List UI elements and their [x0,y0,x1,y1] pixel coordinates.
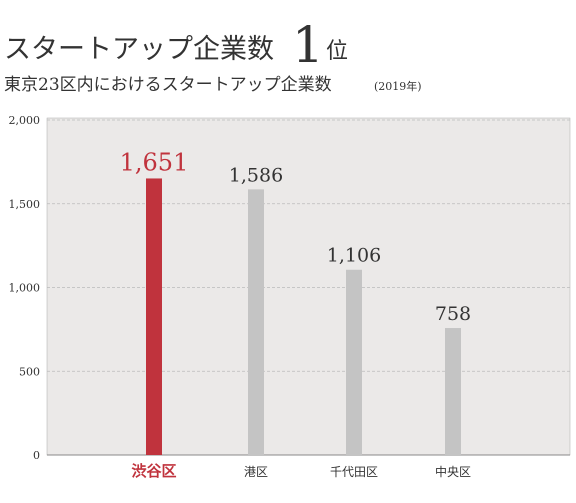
bar [248,189,264,455]
subtitle: 東京23区内におけるスタートアップ企業数 [4,75,332,95]
plot-area [46,117,571,456]
x-tick-label: 中央区 [435,464,471,479]
bar [346,269,362,455]
y-tick-label: 1,500 [9,198,41,211]
x-tick-label: 渋谷区 [131,462,176,480]
bar [445,328,461,455]
y-tick-label: 0 [33,449,40,462]
chart-title: スタートアップ企業数 [4,34,274,65]
rank-suffix: 位 [326,39,348,64]
rank: 1 [292,16,324,74]
y-tick-label: 2,000 [9,114,41,127]
value-label: 1,586 [229,164,283,186]
value-label: 1,651 [120,148,189,176]
y-tick-label: 500 [19,365,40,378]
bar [146,178,162,455]
value-label: 758 [435,303,471,325]
y-tick-label: 1,000 [9,282,41,295]
subtitle-note: (2019年) [374,79,422,93]
value-label: 1,106 [327,245,381,267]
x-tick-label: 港区 [244,465,268,479]
x-tick-label: 千代田区 [330,465,378,479]
